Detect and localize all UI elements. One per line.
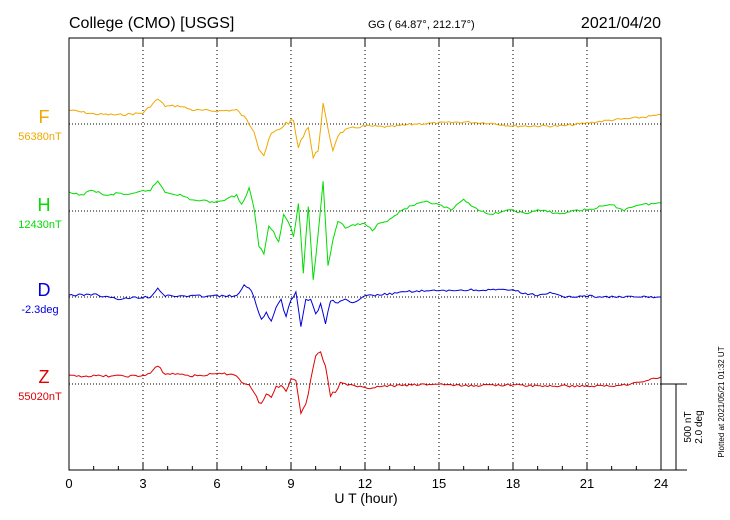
series-letter-D: D: [38, 280, 51, 300]
series-letter-F: F: [39, 107, 50, 127]
series-baseline-F: 56380nT: [18, 131, 62, 143]
series-line-Z: [68, 351, 662, 416]
station-title: College (CMO) [USGS]: [69, 15, 234, 32]
series-letter-H: H: [38, 195, 51, 215]
series-line-H: [68, 180, 662, 280]
x-tick-label: 21: [580, 476, 594, 491]
x-tick-label: 24: [654, 476, 668, 491]
series-line-D: [68, 284, 661, 327]
x-tick-label: 0: [65, 476, 72, 491]
date-label: 2021/04/20: [581, 15, 661, 32]
x-tick-label: 3: [139, 476, 146, 491]
series-baseline-Z: 55020nT: [18, 391, 62, 403]
scale-bar: 500 nT 2.0 deg: [661, 383, 705, 471]
series-letter-Z: Z: [39, 367, 50, 387]
series-baseline-H: 12430nT: [18, 219, 62, 231]
scale-bar-deg: 2.0 deg: [694, 410, 705, 443]
series-baseline-D: -2.3deg: [21, 304, 58, 316]
series-labels: F 56380nT H 12430nT D -2.3deg Z 55020nT: [18, 107, 62, 403]
series-group: [68, 98, 662, 416]
x-axis: 0 3 6 9 12 15 18 21 24: [65, 38, 668, 491]
series-line-F: [68, 98, 662, 160]
x-tick-label: 12: [358, 476, 372, 491]
x-tick-label: 15: [432, 476, 446, 491]
scale-bar-nt: 500 nT: [683, 411, 694, 442]
x-axis-title: U T (hour): [334, 490, 397, 506]
coordinates: GG ( 64.87°, 212.17°): [368, 19, 475, 31]
x-tick-label: 18: [506, 476, 520, 491]
grid: [142, 38, 588, 470]
plotted-at-note: Plotted at 2021/05/21 01:32 UT: [717, 346, 726, 457]
x-tick-label: 6: [213, 476, 220, 491]
x-tick-label: 9: [287, 476, 294, 491]
